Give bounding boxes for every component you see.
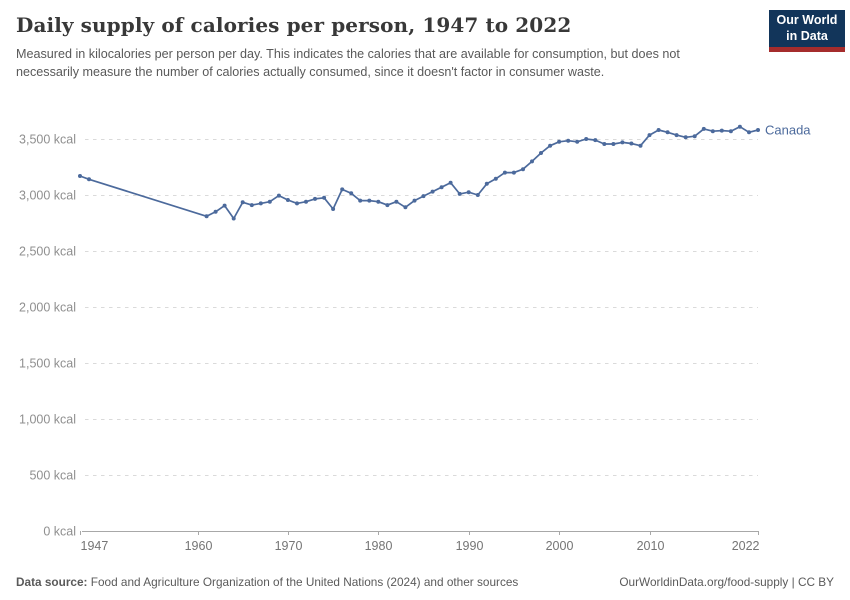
data-point	[710, 129, 715, 134]
data-point	[602, 142, 607, 146]
y-tick-label: 3,000 kcal	[19, 189, 76, 203]
data-point	[376, 199, 381, 204]
data-point	[611, 142, 616, 146]
x-tick-label: 1947	[81, 539, 109, 553]
data-point	[403, 205, 408, 210]
y-tick-label: 1,500 kcal	[19, 357, 76, 371]
data-point	[728, 129, 733, 134]
y-tick-label: 500 kcal	[29, 469, 76, 483]
data-point	[222, 203, 227, 208]
y-tick-label: 2,000 kcal	[19, 301, 76, 315]
page-title: Daily supply of calories per person, 194…	[16, 13, 572, 37]
y-tick-label: 1,000 kcal	[19, 413, 76, 427]
x-tick-label: 1990	[456, 539, 484, 553]
data-point	[530, 159, 534, 164]
x-tick-label: 1970	[275, 539, 303, 553]
data-point	[521, 167, 525, 172]
y-tick-label: 0 kcal	[43, 525, 76, 539]
data-point	[584, 137, 589, 141]
data-point	[674, 133, 679, 138]
data-point	[204, 214, 209, 219]
data-point	[231, 216, 236, 221]
data-point	[87, 177, 91, 182]
data-point	[475, 193, 480, 197]
data-point	[466, 190, 471, 195]
data-point	[349, 191, 354, 196]
x-tick-label: 2000	[546, 539, 574, 553]
data-point	[457, 191, 462, 196]
data-point	[575, 139, 580, 144]
data-point	[548, 143, 553, 148]
data-point	[313, 196, 317, 201]
data-point	[249, 203, 254, 208]
data-point	[629, 141, 634, 146]
data-point	[78, 174, 82, 178]
data-point	[683, 135, 688, 140]
x-tick-label: 1960	[185, 539, 213, 553]
data-point	[439, 185, 444, 190]
data-point	[448, 180, 453, 185]
data-point	[665, 130, 670, 135]
data-point	[502, 170, 507, 175]
data-point	[240, 200, 245, 205]
chart-header: Daily supply of calories per person, 194…	[0, 0, 850, 82]
data-point	[412, 198, 417, 203]
data-source-text: Food and Agriculture Organization of the…	[87, 575, 519, 589]
data-point	[566, 138, 571, 143]
data-point	[737, 124, 742, 129]
data-point	[511, 170, 516, 175]
data-point	[557, 139, 562, 144]
data-point	[747, 130, 751, 135]
data-point	[322, 195, 327, 200]
series-label-canada: Canada	[765, 123, 811, 138]
data-source-label: Data source:	[16, 575, 88, 589]
data-source-note: Data source: Food and Agriculture Organi…	[16, 575, 518, 589]
data-point	[656, 128, 661, 132]
data-point	[430, 189, 435, 194]
y-tick-label: 3,500 kcal	[19, 133, 76, 147]
data-point	[394, 199, 399, 204]
data-point	[701, 126, 706, 131]
owid-logo-line1: Our World	[776, 12, 838, 27]
data-point	[213, 209, 218, 214]
data-point	[493, 176, 498, 181]
data-point	[285, 198, 290, 202]
data-point	[719, 128, 724, 133]
owid-logo-line2: in Data	[786, 28, 828, 43]
data-point	[620, 140, 625, 145]
data-point	[276, 193, 281, 198]
data-point	[367, 198, 372, 203]
data-point	[358, 198, 363, 203]
data-series-line	[79, 125, 759, 220]
data-point	[593, 138, 598, 143]
data-point	[638, 143, 643, 148]
y-tick-label: 2,500 kcal	[19, 245, 76, 259]
data-point	[421, 194, 426, 199]
chart-footer: Data source: Food and Agriculture Organi…	[0, 575, 850, 589]
data-point	[258, 201, 263, 206]
data-point	[539, 151, 543, 155]
data-point	[295, 201, 299, 206]
chart-subtitle: Measured in kilocalories per person per …	[16, 47, 680, 79]
owid-logo[interactable]: Our World in Data	[769, 10, 845, 52]
data-point	[267, 199, 272, 204]
data-point	[304, 199, 308, 204]
data-point	[692, 134, 697, 139]
data-point	[756, 128, 760, 132]
data-point	[484, 181, 489, 186]
license-link[interactable]: OurWorldinData.org/food-supply | CC BY	[619, 575, 834, 589]
data-point	[385, 203, 390, 208]
x-tick-label: 2022	[732, 539, 760, 553]
data-point	[331, 207, 336, 211]
x-tick-label: 1980	[365, 539, 393, 553]
x-tick-label: 2010	[637, 539, 665, 553]
data-point	[647, 133, 652, 138]
data-point	[340, 187, 345, 192]
